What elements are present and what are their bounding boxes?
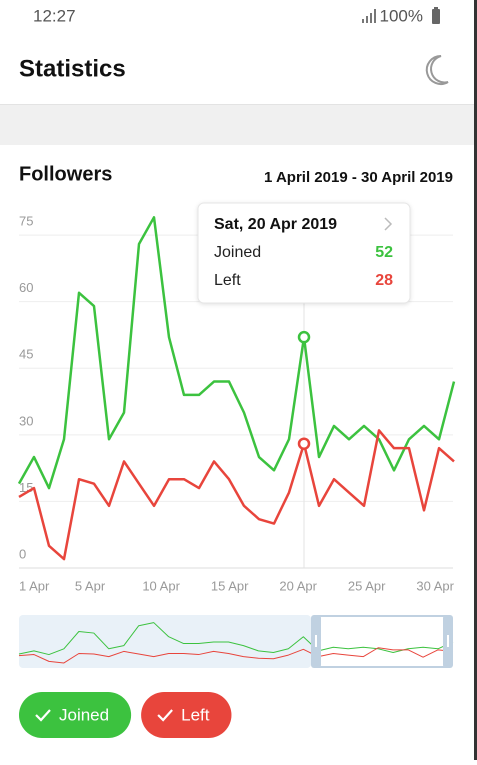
hover-point [297,330,311,344]
tooltip-label: Left [214,272,241,289]
toggle-background [141,692,232,738]
y-tick-label: 0 [19,546,26,561]
legend-toggle[interactable]: Left [141,692,232,738]
navigator-line [18,647,454,664]
tooltip-box [197,202,411,304]
handle-grip [315,635,317,647]
x-tick-label: 15 Apr [211,578,249,593]
x-tick-label: 20 Apr [279,578,317,593]
divider-line [0,104,477,105]
series-line [17,216,456,490]
section-divider [0,105,477,145]
x-tick-label: 25 Apr [348,578,386,593]
x-tick-label: 1 Apr [19,578,50,593]
battery-icon [432,7,440,24]
toggle-background [19,692,132,738]
tooltip-value: 28 [375,272,393,289]
legend-toggle[interactable]: Joined [19,692,132,738]
tooltip-title: Sat, 20 Apr 2019 [214,216,337,233]
tooltip-label: Joined [214,244,261,261]
screen-edge [474,0,477,760]
handle-grip [447,635,449,647]
navigator-line [18,622,454,656]
y-tick-label: 30 [19,413,33,428]
navigator-background [19,615,311,668]
y-tick-label: 75 [19,214,33,229]
chart-title: Followers [19,163,112,185]
toggle-label: Joined [59,705,109,724]
chart-subtitle: 1 April 2019 - 30 April 2019 [264,169,453,186]
x-tick-label: 5 Apr [75,578,106,593]
header-title: Statistics [19,55,126,82]
navigator-window[interactable] [315,615,449,668]
series-line [18,429,455,561]
x-tick-label: 30 Apr [416,578,454,593]
y-tick-label: 45 [19,347,33,362]
tooltip-chevron [384,217,393,231]
check-icon [157,709,173,722]
check-icon [35,709,51,722]
hover-point [297,437,311,450]
signal-icon [362,9,376,23]
toggle-label: Left [181,705,210,724]
x-tick-label: 10 Apr [142,578,180,593]
night-mode-button[interactable] [425,54,449,85]
tooltip-value: 52 [375,244,393,261]
status-time: 12:27 [33,6,76,25]
status-battery: 100% [380,6,423,25]
y-tick-label: 60 [19,280,33,295]
